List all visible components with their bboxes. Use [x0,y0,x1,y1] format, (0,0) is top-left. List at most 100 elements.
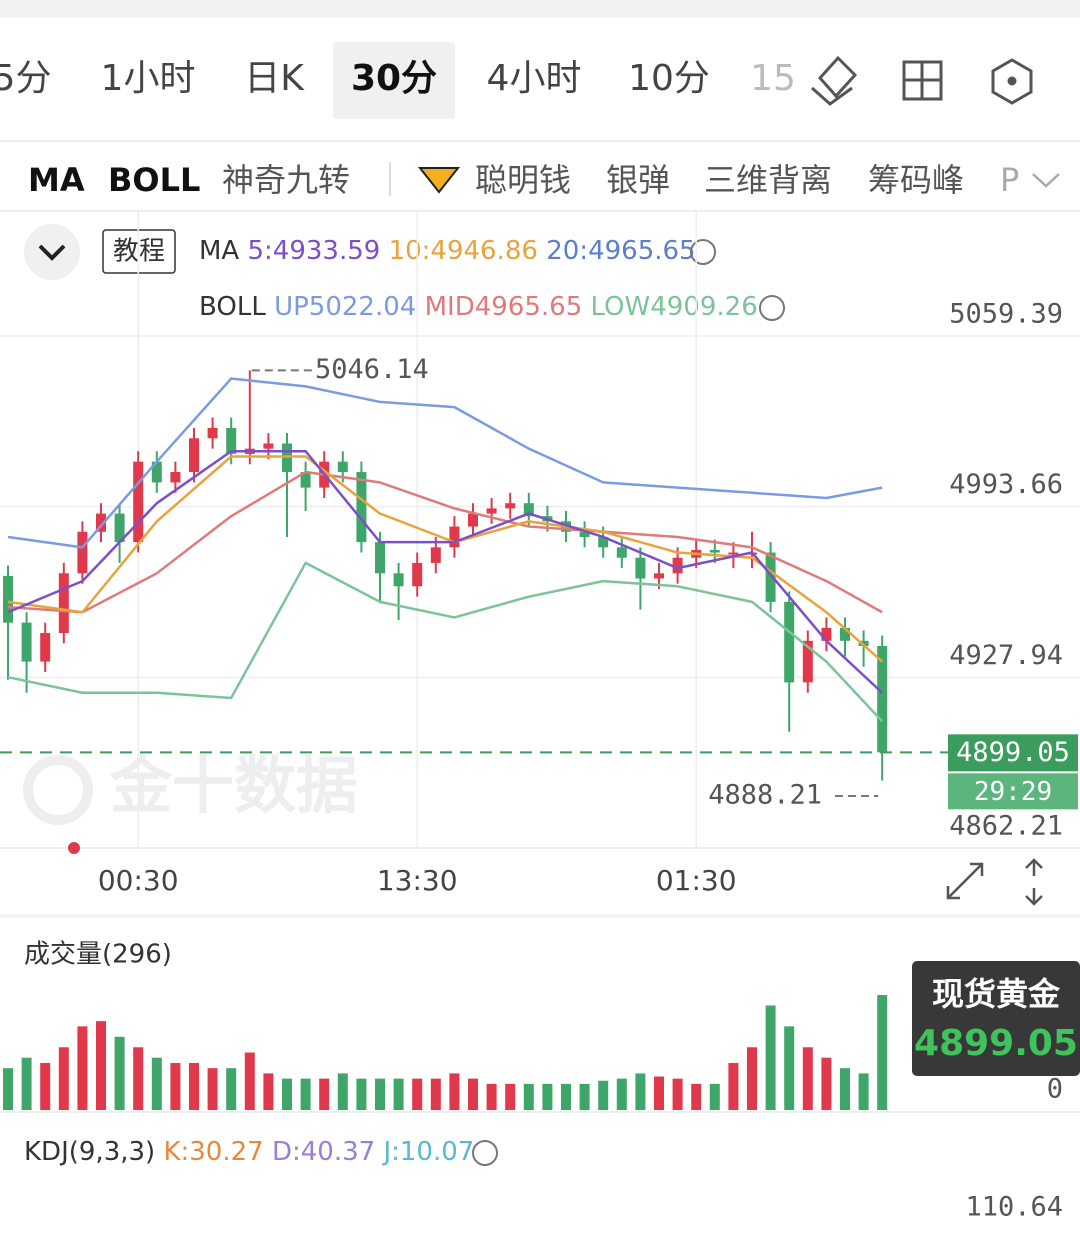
volume-bar [672,1078,683,1110]
volume-bar [226,1068,237,1110]
x-tick-label: 01:30 [656,864,737,897]
collapse-button[interactable] [24,224,80,280]
legend-up: UP5022.04 [274,292,416,322]
indicator[interactable]: P [1000,161,1019,199]
last-price-label: 4899.05 [956,737,1070,768]
layout-icon[interactable] [902,60,943,101]
indicator[interactable]: 聪明钱 [475,161,571,199]
volume-bar [207,1068,218,1110]
candle-body [840,627,850,641]
volume-bar [542,1083,553,1110]
tutorial[interactable]: 教程 [113,237,165,267]
tab[interactable]: 10分 [628,58,710,99]
indicator-line [7,561,884,723]
tab[interactable]: 1小时 [101,58,196,99]
candle-body [282,443,292,473]
countdown-box [948,773,1078,810]
draw-icon[interactable] [811,55,858,106]
y-tick-label: 4993.66 [949,469,1063,500]
x-tick-label: 00:30 [98,864,179,897]
kdj-settings[interactable] [472,1140,498,1166]
kdj-d: D:40.37 [272,1137,375,1167]
volume-bar [58,1047,69,1110]
tutorial-box[interactable] [102,229,176,274]
candle-body [765,552,776,602]
kdj-j: J:10.07 [381,1137,474,1167]
candle-body [96,513,106,532]
candle-body [672,557,683,574]
volume-bar [3,1068,13,1110]
candle-body [412,562,423,587]
watermark: 金十数据 [109,749,358,822]
volume-bar [263,1073,274,1110]
candle-body [523,503,534,517]
volume-bar [412,1078,423,1110]
indicator[interactable]: 三维背离 [704,161,832,199]
more-icon[interactable] [1032,173,1060,188]
volume-bar [151,1057,162,1110]
candle-body [709,549,720,553]
status-strip [0,0,1080,18]
candle-body [468,513,478,527]
tab[interactable]: 日K [244,58,305,99]
indicator-line [7,470,883,614]
premium-icon [417,167,461,194]
legend-mid: MID4965.65 [425,292,583,322]
tab-active[interactable]: 30分 [351,58,437,99]
candle-body [133,461,144,543]
ma-settings[interactable] [690,239,716,265]
candle-body [784,601,795,683]
legend-label: BOLL [199,292,266,322]
volume-bar [40,1062,51,1110]
price-popup [912,961,1080,1076]
volume-bar [189,1062,199,1110]
candle-body [877,646,888,753]
volume-title: 成交量(296) [24,940,172,970]
y-tick-label: 4927.94 [949,640,1063,671]
candle-body [505,503,516,509]
popup-name: 现货黄金 [932,975,1061,1013]
volume-bar [728,1062,739,1110]
scale-icon[interactable] [1025,858,1043,906]
settings-icon[interactable] [991,58,1033,105]
candle-body [3,575,13,623]
event-dot[interactable] [68,842,80,854]
indicator[interactable]: 神奇九转 [222,161,350,199]
candle-body [598,536,609,548]
volume-bar [77,1026,88,1110]
candle-body [802,640,813,683]
volume-bar [858,1073,869,1110]
candle-body [40,633,51,662]
candle-body [207,427,218,439]
ma-legend: MA 5:4933.59 10:4946.86 20:4965.65 [199,236,696,266]
candle-body [375,542,385,574]
kdj-legend: KDJ(9,3,3) K:30.27 D:40.37 J:10.07 [24,1137,474,1167]
candle-body [263,443,274,449]
candle-body [579,531,590,537]
volume-bar [393,1078,404,1110]
legend-ma10: 10:4946.86 [389,236,538,266]
indicator[interactable]: MA [28,161,85,199]
volume-bar [356,1078,367,1110]
candle-body [21,622,32,662]
candle-body [356,472,367,543]
boll-settings[interactable] [759,295,785,321]
candle-body [170,472,181,483]
indicator[interactable]: 筹码峰 [868,161,964,199]
low-label: 4888.21 [708,780,822,811]
volume-bar [282,1078,292,1110]
volume-bar [802,1047,813,1110]
volume-bar [654,1076,664,1110]
expand-icon[interactable] [946,862,984,900]
tab[interactable]: 5分 [0,58,51,99]
legend-label: MA [199,236,239,266]
candle-body [635,557,646,579]
indicator[interactable]: BOLL [108,161,200,199]
indicator[interactable]: 银弹 [606,161,670,199]
volume-bar [579,1083,590,1110]
indicator-line [7,377,883,549]
tab[interactable]: 4小时 [487,58,582,99]
tab[interactable]: 15 [750,58,796,99]
y-tick-label: 4862.21 [949,811,1063,842]
candle-body [77,531,88,574]
